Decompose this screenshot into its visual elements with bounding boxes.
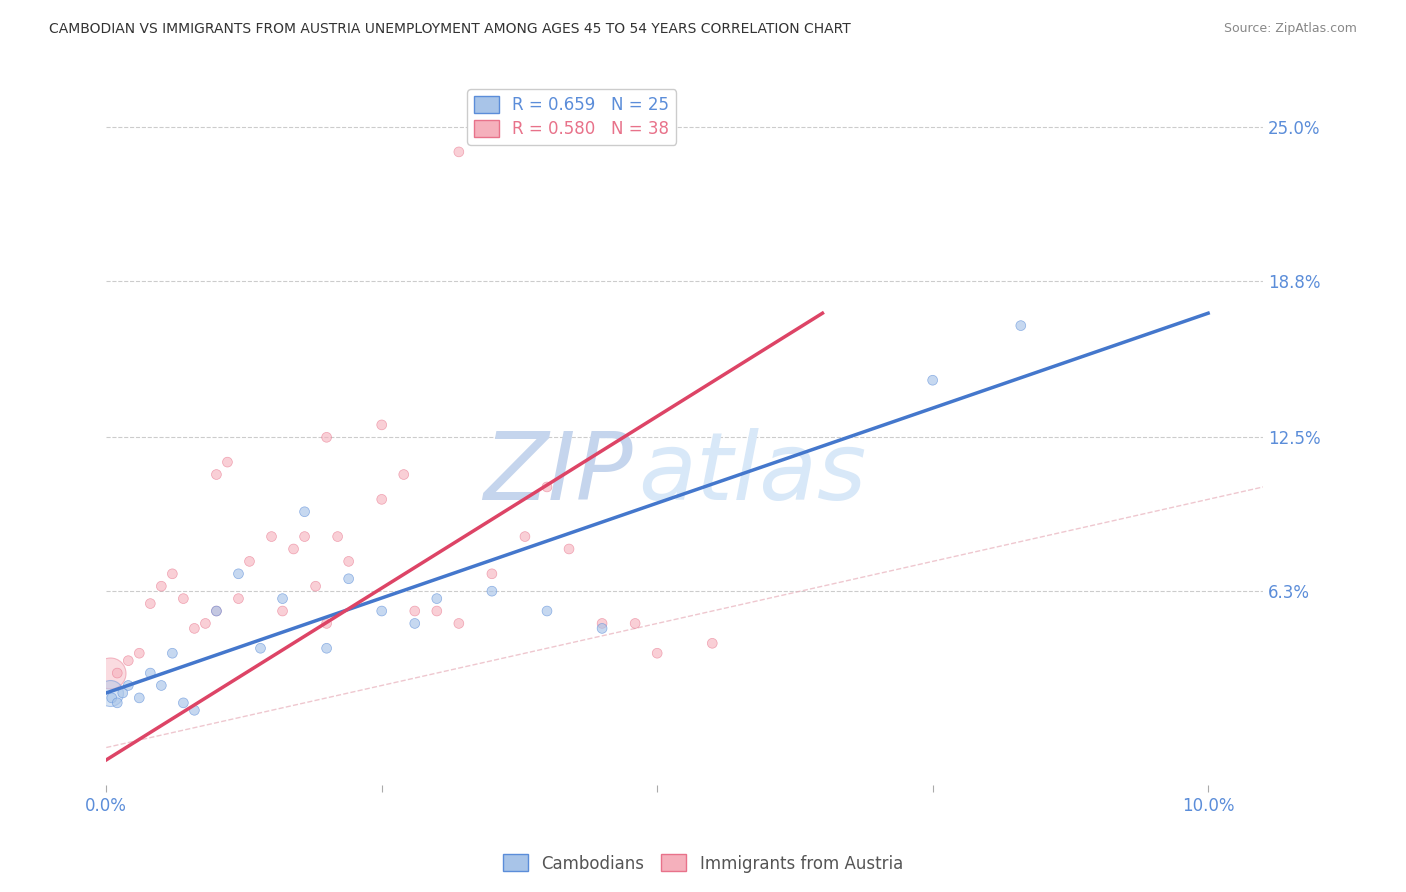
Point [183, 703, 205, 717]
Point [162, 566, 184, 581]
Point [194, 616, 217, 631]
Point [645, 646, 668, 660]
Point [624, 616, 647, 631]
Point [249, 641, 271, 656]
Point [217, 455, 239, 469]
Point [921, 373, 943, 387]
Point [105, 666, 128, 681]
Point [426, 604, 449, 618]
Point [150, 579, 173, 593]
Point [558, 541, 581, 556]
Legend: R = 0.659   N = 25, R = 0.580   N = 38: R = 0.659 N = 25, R = 0.580 N = 38 [467, 89, 676, 145]
Legend: Cambodians, Immigrants from Austria: Cambodians, Immigrants from Austria [496, 847, 910, 880]
Point [271, 591, 294, 606]
Point [271, 604, 294, 618]
Point [294, 505, 316, 519]
Point [172, 696, 194, 710]
Point [337, 572, 360, 586]
Point [139, 666, 162, 681]
Point [205, 467, 228, 482]
Point [150, 678, 173, 692]
Point [426, 591, 449, 606]
Point [100, 690, 122, 705]
Point [447, 616, 470, 631]
Point [1010, 318, 1032, 333]
Point [117, 654, 139, 668]
Point [536, 604, 558, 618]
Point [294, 530, 316, 544]
Point [315, 641, 337, 656]
Point [591, 621, 613, 635]
Text: CAMBODIAN VS IMMIGRANTS FROM AUSTRIA UNEMPLOYMENT AMONG AGES 45 TO 54 YEARS CORR: CAMBODIAN VS IMMIGRANTS FROM AUSTRIA UNE… [49, 22, 851, 37]
Point [392, 467, 415, 482]
Point [128, 646, 150, 660]
Text: ZIP: ZIP [484, 428, 633, 519]
Point [162, 646, 184, 660]
Point [228, 591, 250, 606]
Point [447, 145, 470, 159]
Point [536, 480, 558, 494]
Point [315, 616, 337, 631]
Point [481, 584, 503, 599]
Point [205, 604, 228, 618]
Point [117, 678, 139, 692]
Point [315, 430, 337, 444]
Point [370, 417, 392, 432]
Text: Source: ZipAtlas.com: Source: ZipAtlas.com [1223, 22, 1357, 36]
Point [111, 686, 134, 700]
Point [228, 566, 250, 581]
Point [128, 690, 150, 705]
Point [702, 636, 724, 650]
Point [98, 686, 121, 700]
Point [260, 530, 283, 544]
Point [591, 616, 613, 631]
Point [139, 597, 162, 611]
Point [283, 541, 305, 556]
Point [404, 604, 426, 618]
Point [513, 530, 536, 544]
Point [370, 492, 392, 507]
Point [370, 604, 392, 618]
Point [238, 554, 260, 568]
Point [304, 579, 326, 593]
Point [337, 554, 360, 568]
Point [326, 530, 349, 544]
Point [105, 696, 128, 710]
Point [183, 621, 205, 635]
Point [98, 666, 121, 681]
Point [205, 604, 228, 618]
Point [172, 591, 194, 606]
Point [404, 616, 426, 631]
Text: atlas: atlas [638, 428, 866, 519]
Point [481, 566, 503, 581]
